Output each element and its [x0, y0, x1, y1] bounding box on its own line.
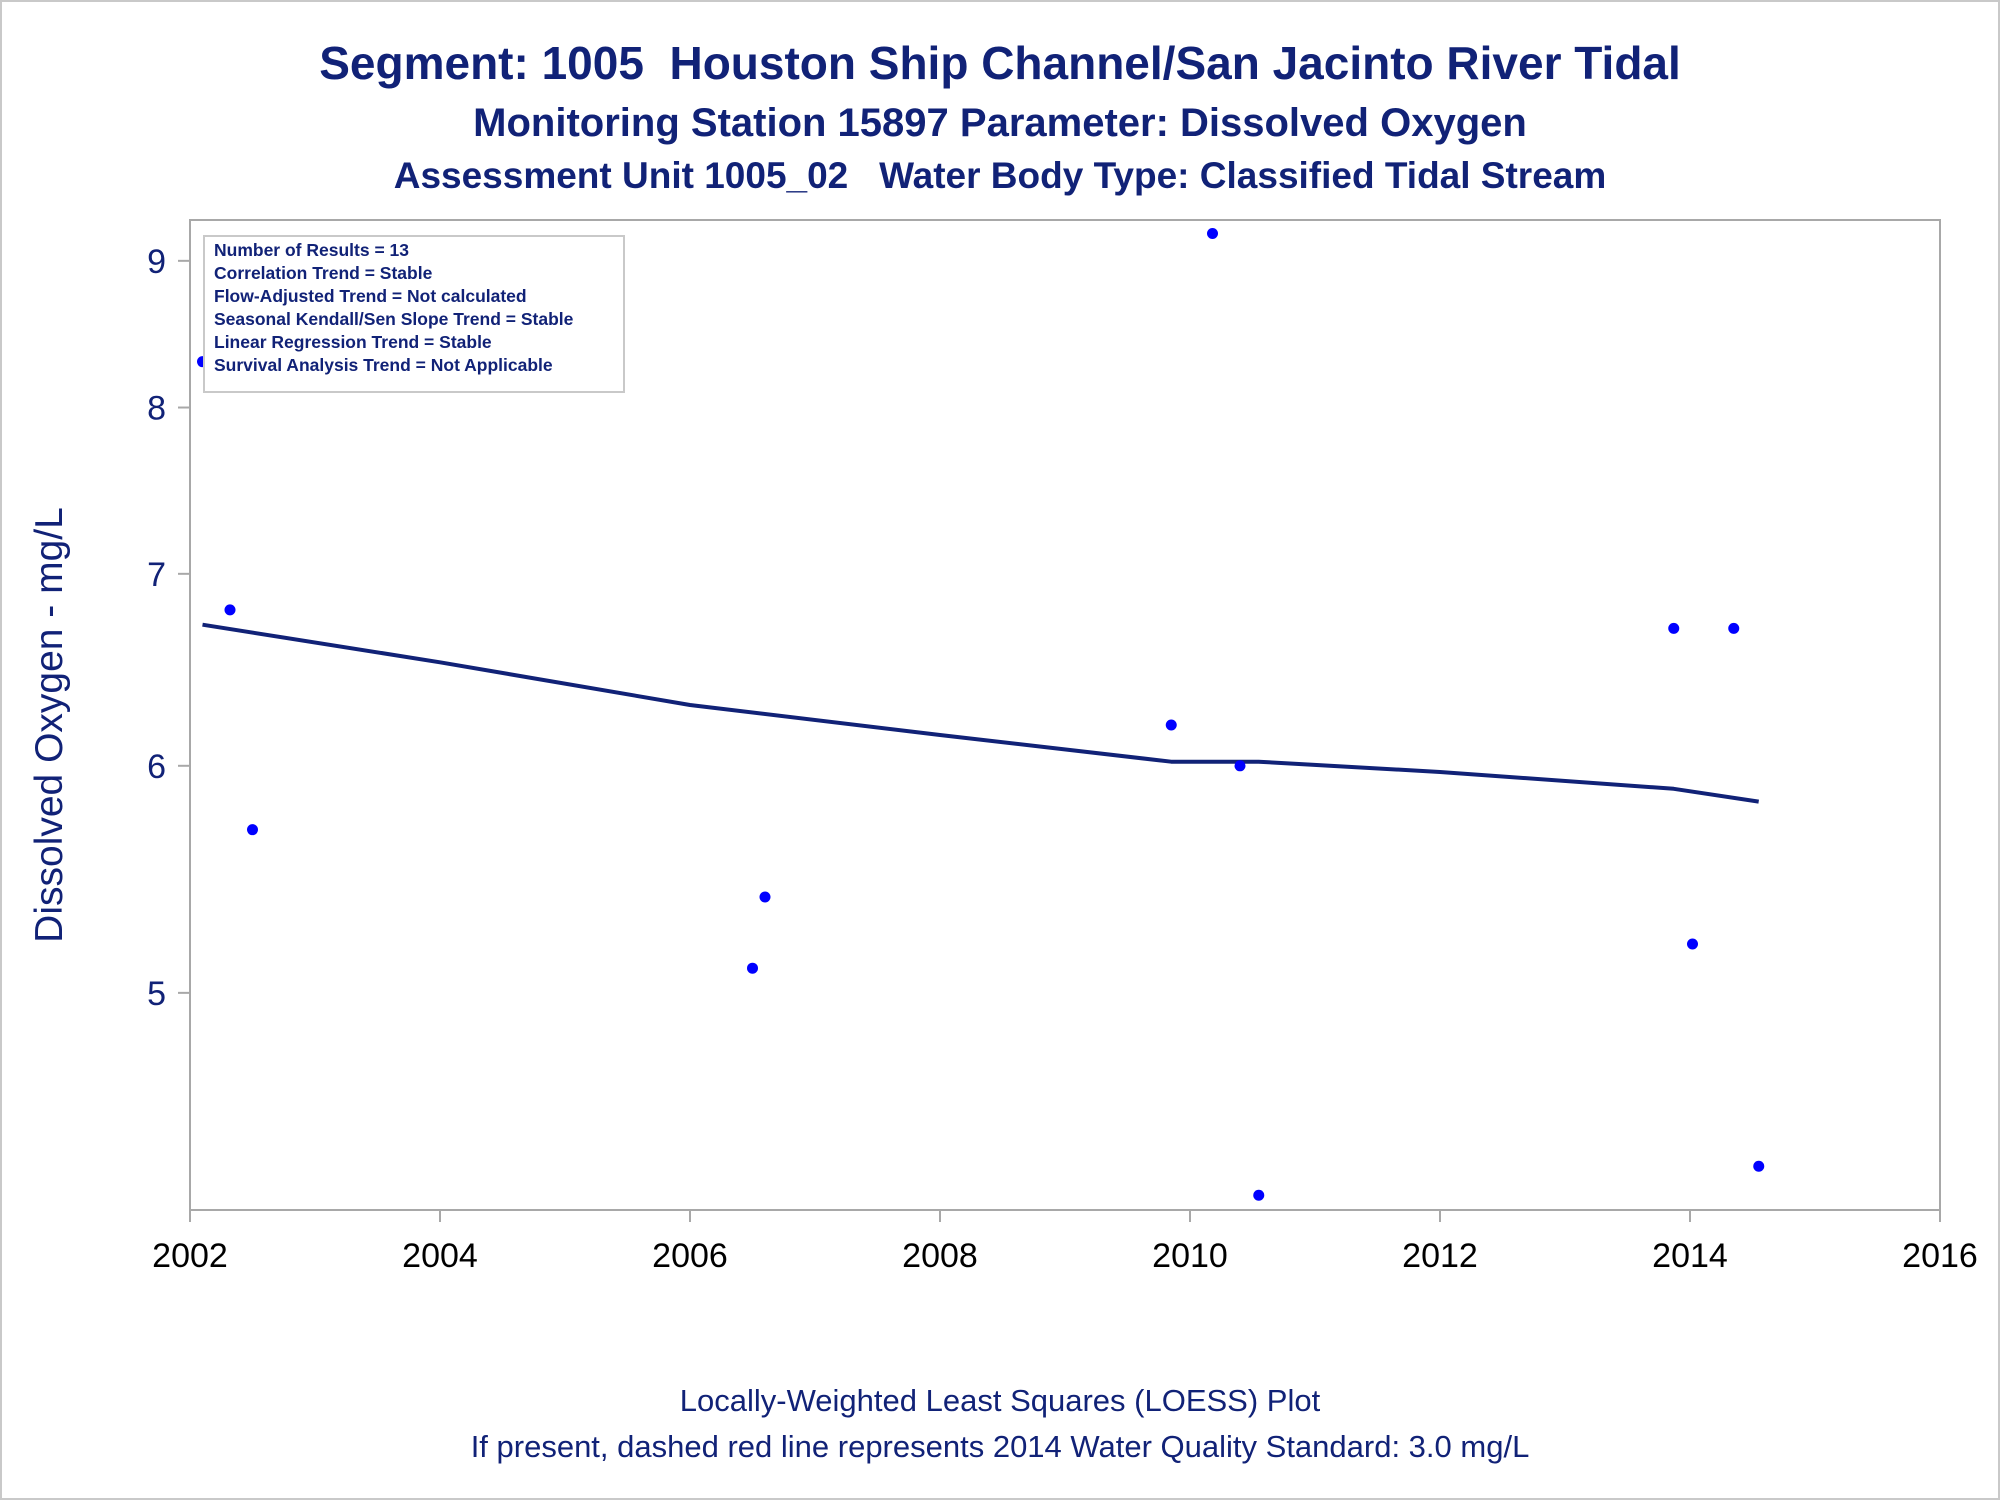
footnote-standard: If present, dashed red line represents 2… [470, 1429, 1530, 1464]
legend-box-line: Linear Regression Trend = Stable [214, 332, 492, 352]
data-point [1753, 1160, 1765, 1172]
x-tick-label: 2016 [1902, 1237, 1978, 1275]
data-point [1207, 227, 1218, 239]
data-point [224, 604, 236, 616]
x-axis: 2002 2004 2006 2008 2010 2012 2014 2016 [152, 1210, 1978, 1275]
data-point [1165, 719, 1177, 731]
y-tick-label: 7 [147, 556, 166, 594]
x-tick-label: 2004 [402, 1237, 478, 1275]
loess-line [202, 622, 1759, 804]
x-tick-label: 2012 [1402, 1237, 1478, 1275]
legend-box-line: Flow-Adjusted Trend = Not calculated [214, 286, 527, 306]
y-tick-label: 9 [147, 243, 166, 281]
plot-area [189, 219, 1941, 1211]
data-point [759, 891, 771, 903]
x-tick-label: 2006 [652, 1237, 728, 1275]
y-tick-label: 6 [147, 748, 166, 786]
legend-box-line: Survival Analysis Trend = Not Applicable [214, 355, 553, 375]
data-point [1728, 622, 1740, 634]
chart-subtitle-2: Assessment Unit 1005_02 Water Body Type:… [393, 155, 1607, 196]
y-axis-label: Dissolved Oxygen - mg/L [28, 507, 71, 943]
legend-box-frame [203, 235, 625, 393]
data-point [1253, 1189, 1265, 1201]
x-tick-label: 2010 [1152, 1237, 1228, 1275]
y-tick-label: 8 [147, 390, 166, 428]
legend-box-line: Number of Results = 13 [214, 240, 409, 260]
y-tick-label: 5 [147, 975, 166, 1013]
data-point [247, 824, 258, 836]
x-tick-label: 2008 [902, 1237, 978, 1275]
data-point [747, 962, 758, 974]
legend-box: Number of Results = 13 Correlation Trend … [203, 235, 625, 393]
chart-title: Segment: 1005 Houston Ship Channel/San J… [319, 37, 1681, 89]
y-axis: 5 6 7 8 9 [147, 243, 190, 1013]
chart-subtitle: Monitoring Station 15897 Parameter: Diss… [473, 101, 1527, 145]
data-point [1687, 938, 1698, 950]
x-tick-label: 2002 [152, 1237, 228, 1275]
data-point [1668, 622, 1680, 634]
series-layer [197, 227, 1765, 1201]
footnote-loess: Locally-Weighted Least Squares (LOESS) P… [679, 1383, 1321, 1418]
data-point [1234, 760, 1246, 772]
x-tick-label: 2014 [1652, 1237, 1728, 1275]
legend-box-line: Seasonal Kendall/Sen Slope Trend = Stabl… [214, 309, 574, 329]
legend-box-line: Correlation Trend = Stable [214, 263, 433, 283]
